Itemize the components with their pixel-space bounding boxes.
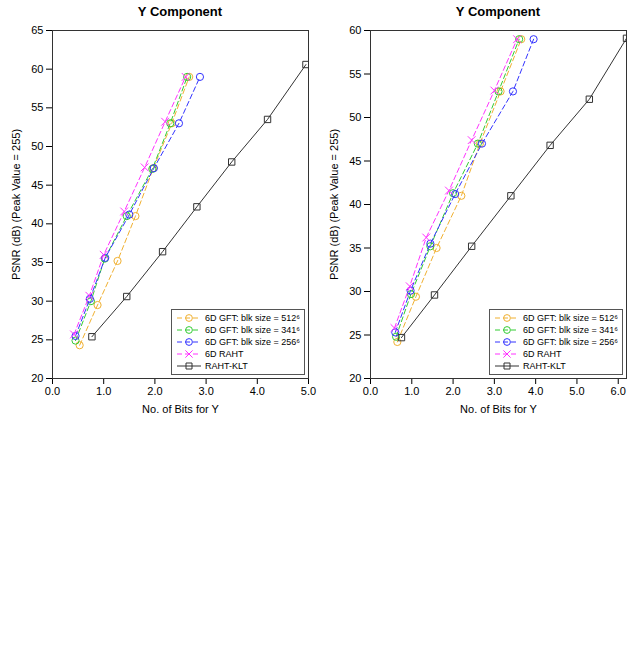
html-text:6D GFT: blk size = 341⁶: 6D GFT: blk size = 341⁶ [523, 325, 618, 335]
html-text:Y Component: Y Component [455, 4, 541, 19]
svg-text:PSNR (dB) (Peak Value = 255): PSNR (dB) (Peak Value = 255) [10, 129, 22, 280]
svg-text:3.0: 3.0 [198, 385, 213, 397]
svg-text:45: 45 [349, 155, 361, 167]
svg-text:35: 35 [31, 256, 43, 268]
svg-text:25: 25 [31, 333, 43, 345]
svg-text:60: 60 [349, 24, 361, 36]
svg-text:1.0: 1.0 [96, 385, 111, 397]
svg-text:35: 35 [349, 242, 361, 254]
svg-text:20: 20 [349, 372, 361, 384]
html-text:Y Component: Y Component [137, 4, 223, 19]
svg-text:25: 25 [349, 329, 361, 341]
html-text:6D GFT: blk size = 512⁶: 6D GFT: blk size = 512⁶ [523, 313, 618, 323]
svg-text:No. of Bits for Y: No. of Bits for Y [460, 403, 537, 415]
svg-text:2.0: 2.0 [445, 385, 460, 397]
svg-text:20: 20 [31, 372, 43, 384]
html-text:6D RAHT: 6D RAHT [523, 349, 562, 359]
html-text:RAHT-KLT: RAHT-KLT [205, 361, 248, 371]
svg-text:0.0: 0.0 [45, 385, 60, 397]
svg-text:40: 40 [349, 198, 361, 210]
html-text:RAHT-KLT: RAHT-KLT [523, 361, 566, 371]
html-text:6D GFT: blk size = 512⁶: 6D GFT: blk size = 512⁶ [205, 313, 300, 323]
svg-text:4.0: 4.0 [250, 385, 265, 397]
svg-text:0.0: 0.0 [363, 385, 378, 397]
svg-text:6.0: 6.0 [611, 385, 626, 397]
html-text:6D GFT: blk size = 341⁶: 6D GFT: blk size = 341⁶ [205, 325, 300, 335]
svg-text:60: 60 [31, 63, 43, 75]
svg-text:55: 55 [349, 68, 361, 80]
svg-text:5.0: 5.0 [569, 385, 584, 397]
svg-text:30: 30 [31, 295, 43, 307]
svg-text:No. of Bits for Y: No. of Bits for Y [142, 403, 219, 415]
svg-text:55: 55 [31, 101, 43, 113]
html-text:6D GFT: blk size = 256⁶: 6D GFT: blk size = 256⁶ [205, 337, 300, 347]
svg-text:3.0: 3.0 [487, 385, 502, 397]
svg-text:PSNR (dB) (Peak Value = 255): PSNR (dB) (Peak Value = 255) [328, 129, 340, 280]
html-text:6D RAHT: 6D RAHT [205, 349, 244, 359]
html-text:6D GFT: blk size = 256⁶: 6D GFT: blk size = 256⁶ [523, 337, 618, 347]
svg-text:30: 30 [349, 285, 361, 297]
svg-text:40: 40 [31, 217, 43, 229]
svg-text:4.0: 4.0 [528, 385, 543, 397]
svg-text:45: 45 [31, 179, 43, 191]
svg-text:1.0: 1.0 [404, 385, 419, 397]
svg-text:65: 65 [31, 24, 43, 36]
svg-text:5.0: 5.0 [301, 385, 316, 397]
svg-text:2.0: 2.0 [147, 385, 162, 397]
svg-text:50: 50 [31, 140, 43, 152]
svg-text:50: 50 [349, 111, 361, 123]
